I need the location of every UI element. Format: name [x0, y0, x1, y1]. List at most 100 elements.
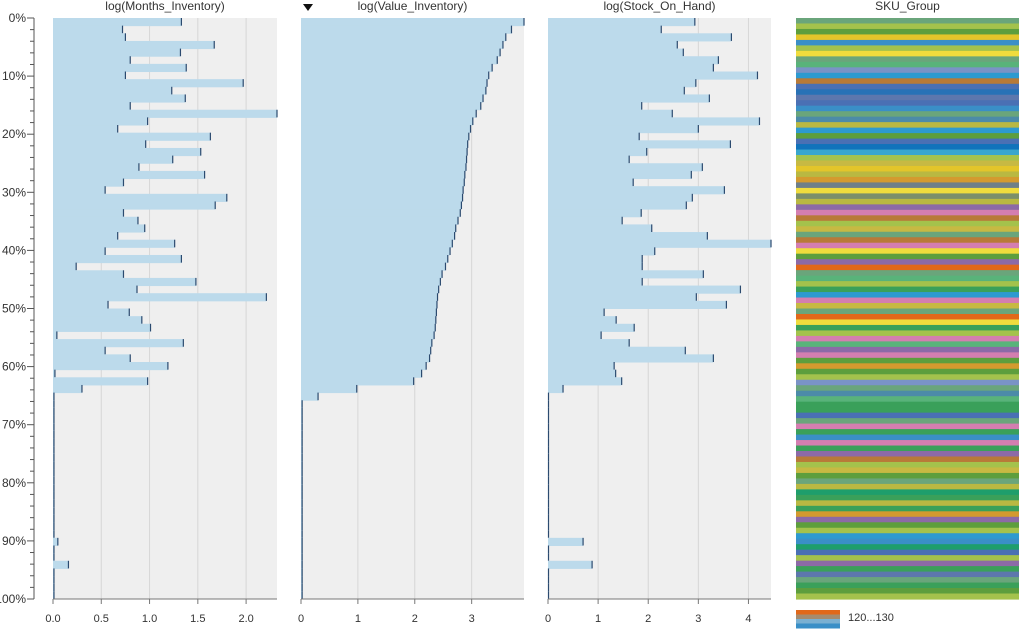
bar: [548, 285, 741, 294]
bar: [548, 362, 615, 371]
bar: [53, 216, 138, 225]
bar: [301, 170, 465, 180]
sku-group-stripe: [796, 396, 1019, 403]
bar: [301, 323, 436, 332]
sku-group-stripe: [796, 505, 1019, 512]
bar: [53, 339, 184, 348]
bar: [548, 18, 695, 27]
bar: [301, 346, 431, 355]
sku-group-stripe: [796, 412, 1019, 419]
sku-group-stripe: [796, 319, 1019, 326]
sku-group-stripe: [796, 89, 1019, 96]
bar: [301, 392, 319, 401]
x-tick-label: 0: [298, 613, 304, 625]
y-tick-label: 100%: [0, 592, 26, 606]
bar: [301, 331, 435, 340]
sku-group-stripe: [796, 176, 1019, 184]
bar: [301, 384, 357, 394]
bar: [301, 277, 441, 287]
bar: [53, 117, 148, 126]
x-tick-label: 3: [469, 613, 475, 625]
bar: [301, 94, 484, 103]
sku-group-stripe: [796, 198, 1019, 205]
sku-group-stripe: [796, 582, 1019, 589]
bar: [53, 147, 201, 157]
sku-group-stripe: [796, 94, 1019, 101]
bar: [548, 147, 647, 157]
bar: [548, 209, 642, 218]
bar: [548, 40, 678, 50]
bar: [53, 369, 55, 378]
bar: [53, 102, 131, 111]
sku-group-stripe: [796, 56, 1019, 63]
bar: [548, 316, 617, 325]
x-tick-label: 0.0: [45, 613, 60, 625]
bar: [548, 48, 684, 57]
sku-group-stripe: [796, 566, 1019, 573]
bar: [301, 86, 486, 95]
bar: [53, 155, 173, 164]
bar: [301, 232, 455, 241]
sku-group-stripe: [796, 144, 1019, 151]
bar: [53, 354, 131, 363]
sku-group-stripe: [796, 187, 1019, 194]
sku-group-stripe: [796, 204, 1019, 211]
sku-group-stripe: [796, 50, 1019, 57]
bar: [548, 232, 708, 241]
sku-group-stripe: [796, 259, 1019, 266]
bar: [301, 354, 430, 363]
bar: [301, 293, 438, 302]
sku-group-stripe: [796, 341, 1019, 348]
bar: [53, 293, 267, 302]
sku-group-stripe: [796, 171, 1019, 178]
bar: [53, 537, 58, 546]
sku-group-stripe: [796, 100, 1019, 107]
sku-group-stripe: [796, 165, 1019, 173]
sku-group-stripe: [796, 461, 1019, 469]
bar: [548, 339, 630, 348]
bar: [301, 25, 512, 34]
bar: [301, 369, 422, 378]
bar: [301, 362, 427, 371]
bar: [301, 339, 432, 348]
legend-label: 120...130: [848, 612, 894, 624]
sku-group-stripe: [796, 440, 1019, 447]
bar: [53, 163, 139, 172]
bar: [548, 33, 732, 42]
bar: [301, 48, 501, 57]
sku-group-stripe: [796, 560, 1019, 567]
sku-group-stripe: [796, 242, 1019, 249]
y-tick-label: 50%: [2, 302, 26, 316]
bar: [548, 308, 605, 317]
bar: [301, 125, 471, 134]
bar: [301, 209, 461, 218]
bar: [548, 323, 635, 332]
sku-group-stripe: [796, 533, 1019, 540]
bar: [548, 262, 643, 271]
bar: [548, 560, 593, 569]
sku-group-stripe: [796, 286, 1019, 293]
bar: [548, 270, 704, 279]
sku-group-stripe: [796, 209, 1019, 216]
bar: [53, 86, 172, 95]
bar: [53, 109, 277, 118]
sku-group-stripe: [796, 489, 1019, 496]
sku-group-stripe: [796, 434, 1019, 441]
bar: [53, 316, 142, 325]
x-tick-label: 3: [695, 613, 701, 625]
bar: [548, 224, 652, 233]
sku-group-stripe: [796, 483, 1019, 490]
x-tick-label: 1.0: [142, 613, 157, 625]
sku-group-stripe: [796, 478, 1019, 485]
sku-group-stripe: [796, 494, 1019, 501]
sku-group-stripe: [796, 220, 1019, 227]
x-tick-label: 1.5: [190, 613, 205, 625]
sku-group-stripe: [796, 61, 1019, 68]
bar: [53, 79, 244, 88]
x-tick-label: 0: [545, 613, 551, 625]
sku-group-stripe: [796, 39, 1019, 47]
bar: [548, 102, 642, 111]
bar: [53, 40, 215, 50]
sku-group-stripe: [796, 231, 1019, 238]
sku-group-stripe: [796, 133, 1019, 140]
